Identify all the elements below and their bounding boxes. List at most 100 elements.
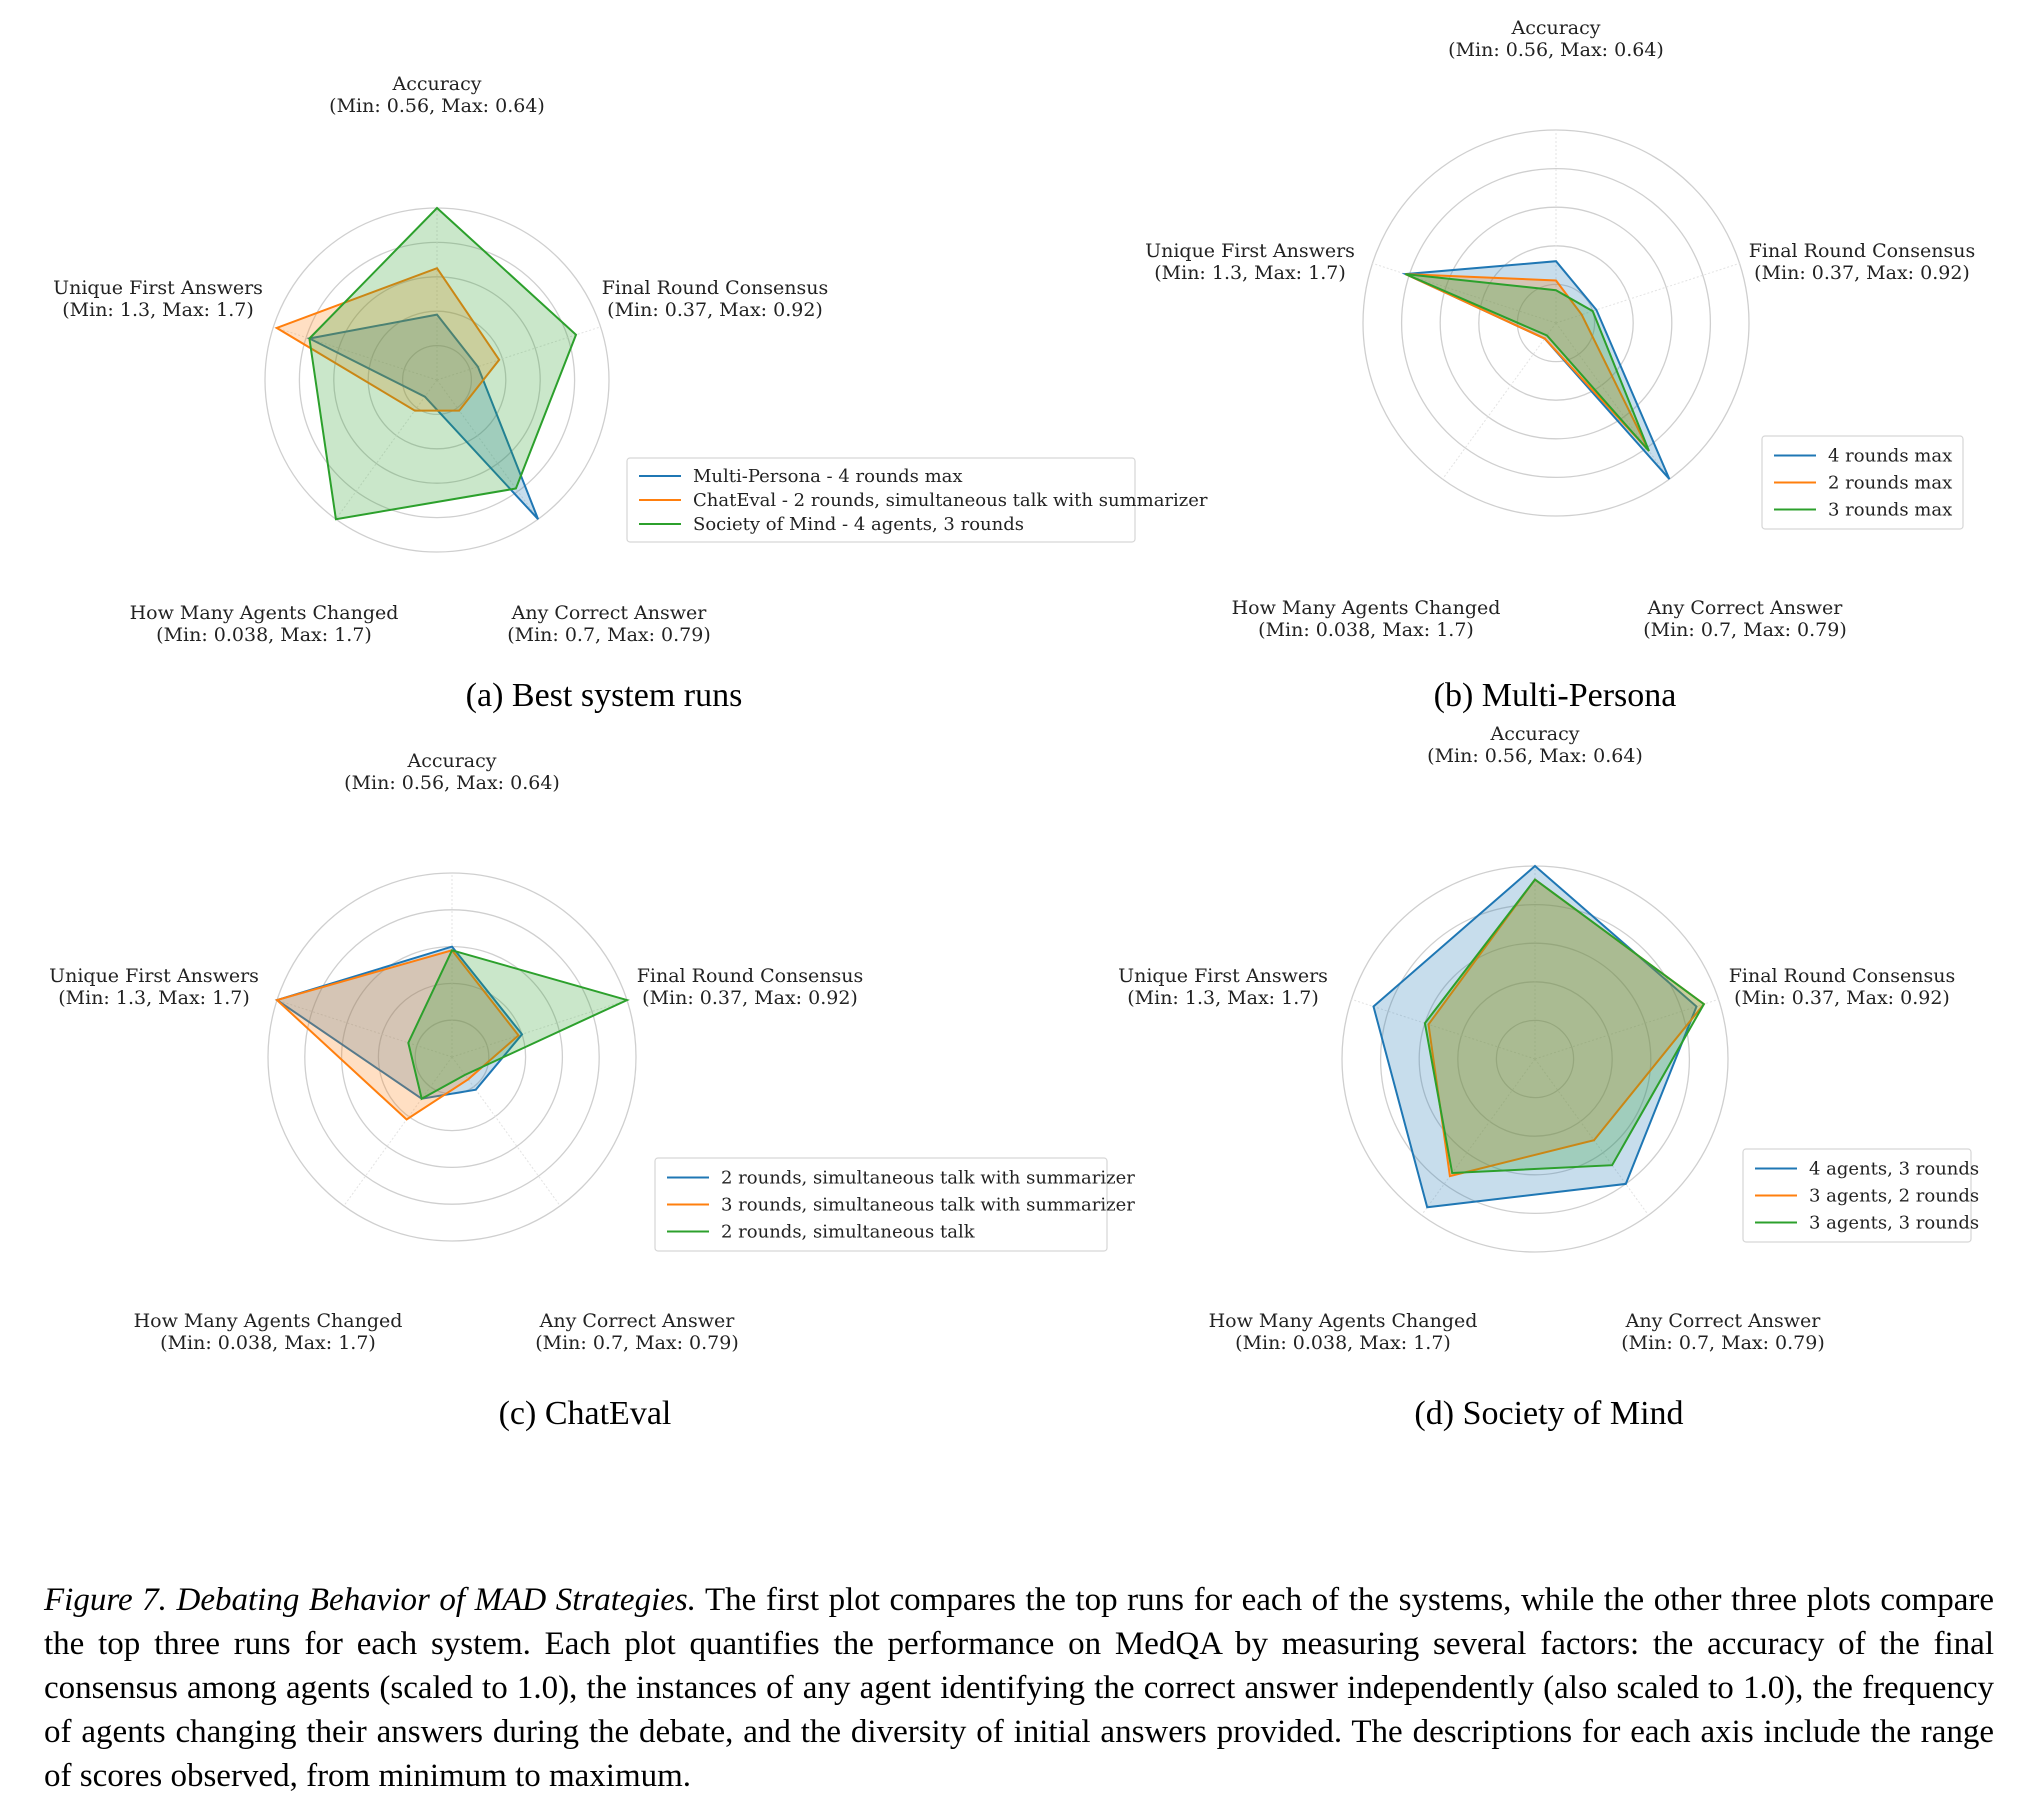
spoke-unique-first-answers xyxy=(276,999,453,1058)
caption-title: Figure 7. Debating Behavior of MAD Strat… xyxy=(44,1582,696,1618)
caption-body: The first plot compares the top runs for… xyxy=(44,1582,1995,1794)
spoke-any-correct-answer xyxy=(1555,322,1670,480)
spoke-final-round-consensus xyxy=(436,326,601,381)
series-polygon-2-rounds-max xyxy=(1405,273,1650,452)
axis-label-any-correct-answer: Any Correct Answer xyxy=(511,602,708,624)
legend-label-4-agents-3-rounds: 4 agents, 3 rounds xyxy=(1809,1159,1979,1180)
series-polygon-chateval-2-rounds-simultaneous-talk-with-summarizer xyxy=(274,266,501,412)
axis-range-how-many-agents-changed: (Min: 0.038, Max: 1.7) xyxy=(1235,1332,1451,1354)
series-polygon-multi-persona-4-rounds-max xyxy=(306,313,540,520)
series-polygon-3-rounds-simultaneous-talk-with-summarizer xyxy=(275,949,520,1121)
figure-caption: Figure 7. Debating Behavior of MAD Strat… xyxy=(44,1578,1994,1798)
axis-label-accuracy: Accuracy xyxy=(406,750,496,772)
radar-panel-chateval: Accuracy(Min: 0.56, Max: 0.64) Final Roun… xyxy=(49,750,1135,1432)
axis-label-final-round-consensus: Final Round Consensus xyxy=(637,965,864,987)
grid-ring-3 xyxy=(333,276,541,484)
series-polygon-4-agents-3-rounds xyxy=(1372,864,1698,1209)
grid-ring-5 xyxy=(267,872,637,1242)
spoke-any-correct-answer xyxy=(1534,1058,1649,1216)
axis-label-any-correct-answer: Any Correct Answer xyxy=(1647,597,1844,619)
axis-range-unique-first-answers: (Min: 1.3, Max: 1.7) xyxy=(1127,987,1318,1009)
spoke-how-many-agents-changed xyxy=(335,379,438,520)
series-polygon-3-agents-3-rounds xyxy=(1423,878,1706,1175)
legend-box xyxy=(1742,1148,1972,1243)
axis-range-how-many-agents-changed: (Min: 0.038, Max: 1.7) xyxy=(1258,619,1474,641)
axis-range-any-correct-answer: (Min: 0.7, Max: 0.79) xyxy=(507,624,711,646)
panel-caption: (b) Multi-Persona xyxy=(1434,677,1677,714)
grid-ring-4 xyxy=(1379,903,1691,1215)
axis-range-final-round-consensus: (Min: 0.37, Max: 0.92) xyxy=(607,299,823,321)
legend-label-3-agents-2-rounds: 3 agents, 2 rounds xyxy=(1809,1186,1979,1207)
legend-label-chateval-2-rounds-simultaneous-talk-with-summarizer: ChatEval - 2 rounds, simultaneous talk w… xyxy=(693,490,1208,511)
series-polygon-society-of-mind-4-agents-3-rounds xyxy=(308,206,578,521)
axis-label-unique-first-answers: Unique First Answers xyxy=(1145,240,1355,262)
series-polygon-2-rounds-simultaneous-talk xyxy=(407,949,630,1101)
axis-label-unique-first-answers: Unique First Answers xyxy=(53,277,263,299)
axis-range-how-many-agents-changed: (Min: 0.038, Max: 1.7) xyxy=(160,1332,376,1354)
axis-range-how-many-agents-changed: (Min: 0.038, Max: 1.7) xyxy=(156,624,372,646)
series-polygon-3-rounds-max xyxy=(1405,273,1650,452)
spoke-unique-first-answers xyxy=(273,326,438,381)
axis-range-unique-first-answers: (Min: 1.3, Max: 1.7) xyxy=(62,299,253,321)
legend-label-multi-persona-4-rounds-max: Multi-Persona - 4 rounds max xyxy=(693,466,963,487)
grid-ring-4 xyxy=(304,909,600,1205)
axis-label-any-correct-answer: Any Correct Answer xyxy=(1625,1310,1822,1332)
legend-box xyxy=(1761,435,1964,530)
radar-panel-society-of-mind: Accuracy(Min: 0.56, Max: 0.64) Final Roun… xyxy=(1118,723,1979,1432)
axis-range-accuracy: (Min: 0.56, Max: 0.64) xyxy=(1427,745,1643,767)
axis-label-any-correct-answer: Any Correct Answer xyxy=(539,1310,736,1332)
spoke-final-round-consensus xyxy=(451,999,628,1058)
axis-label-how-many-agents-changed: How Many Agents Changed xyxy=(1209,1310,1478,1332)
axis-range-accuracy: (Min: 0.56, Max: 0.64) xyxy=(344,772,560,794)
axis-range-any-correct-answer: (Min: 0.7, Max: 0.79) xyxy=(1621,1332,1825,1354)
spoke-final-round-consensus xyxy=(1534,998,1719,1060)
legend-box xyxy=(654,1157,1108,1252)
panel-caption: (a) Best system runs xyxy=(466,677,743,714)
axis-label-how-many-agents-changed: How Many Agents Changed xyxy=(1232,597,1501,619)
legend-label-2-rounds-simultaneous-talk-with-summarizer: 2 rounds, simultaneous talk with summari… xyxy=(721,1168,1135,1189)
spoke-how-many-agents-changed xyxy=(1421,1058,1536,1216)
legend-label-4-rounds-max: 4 rounds max xyxy=(1828,446,1952,467)
spoke-any-correct-answer xyxy=(436,379,539,520)
axis-range-final-round-consensus: (Min: 0.37, Max: 0.92) xyxy=(642,987,858,1009)
spoke-any-correct-answer xyxy=(451,1056,561,1207)
legend-label-3-agents-3-rounds: 3 agents, 3 rounds xyxy=(1809,1213,1979,1234)
spoke-unique-first-answers xyxy=(1351,998,1536,1060)
axis-range-unique-first-answers: (Min: 1.3, Max: 1.7) xyxy=(1154,262,1345,284)
axis-label-how-many-agents-changed: How Many Agents Changed xyxy=(134,1310,403,1332)
axis-range-accuracy: (Min: 0.56, Max: 0.64) xyxy=(329,95,545,117)
radar-panel-best-system-runs: Accuracy(Min: 0.56, Max: 0.64) Final Roun… xyxy=(53,73,1208,714)
axis-label-final-round-consensus: Final Round Consensus xyxy=(1749,240,1976,262)
panel-caption: (c) ChatEval xyxy=(499,1395,672,1432)
legend-box xyxy=(626,457,1136,543)
spoke-how-many-agents-changed xyxy=(343,1056,453,1207)
axis-range-accuracy: (Min: 0.56, Max: 0.64) xyxy=(1448,39,1664,61)
axis-label-final-round-consensus: Final Round Consensus xyxy=(602,277,829,299)
radar-panel-multi-persona: Accuracy(Min: 0.56, Max: 0.64) Final Roun… xyxy=(1145,17,1975,714)
axis-label-final-round-consensus: Final Round Consensus xyxy=(1729,965,1956,987)
spoke-final-round-consensus xyxy=(1555,262,1740,324)
grid-ring-3 xyxy=(1439,206,1673,440)
grid-ring-1 xyxy=(401,344,473,416)
axis-range-unique-first-answers: (Min: 1.3, Max: 1.7) xyxy=(58,987,249,1009)
legend-label-3-rounds-max: 3 rounds max xyxy=(1828,500,1952,521)
grid-ring-1 xyxy=(1495,1019,1575,1099)
axis-label-unique-first-answers: Unique First Answers xyxy=(1118,965,1328,987)
panel-caption: (d) Society of Mind xyxy=(1414,1395,1683,1432)
axis-label-accuracy: Accuracy xyxy=(391,73,481,95)
axis-label-how-many-agents-changed: How Many Agents Changed xyxy=(130,602,399,624)
grid-ring-4 xyxy=(1400,167,1712,479)
legend-label-2-rounds-simultaneous-talk: 2 rounds, simultaneous talk xyxy=(721,1222,976,1243)
axis-label-unique-first-answers: Unique First Answers xyxy=(49,965,259,987)
legend-label-society-of-mind-4-agents-3-rounds: Society of Mind - 4 agents, 3 rounds xyxy=(693,514,1024,535)
axis-range-final-round-consensus: (Min: 0.37, Max: 0.92) xyxy=(1754,262,1970,284)
spoke-how-many-agents-changed xyxy=(1442,322,1557,480)
spoke-unique-first-answers xyxy=(1372,262,1557,324)
axis-range-final-round-consensus: (Min: 0.37, Max: 0.92) xyxy=(1734,987,1950,1009)
axis-range-any-correct-answer: (Min: 0.7, Max: 0.79) xyxy=(1643,619,1847,641)
grid-ring-3 xyxy=(1418,942,1652,1176)
legend-label-3-rounds-simultaneous-talk-with-summarizer: 3 rounds, simultaneous talk with summari… xyxy=(721,1195,1135,1216)
axis-label-accuracy: Accuracy xyxy=(1510,17,1600,39)
legend-label-2-rounds-max: 2 rounds max xyxy=(1828,473,1952,494)
